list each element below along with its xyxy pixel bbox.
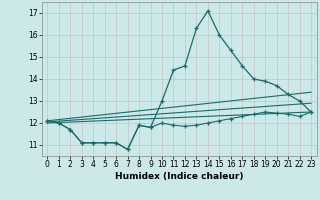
X-axis label: Humidex (Indice chaleur): Humidex (Indice chaleur) (115, 172, 244, 181)
